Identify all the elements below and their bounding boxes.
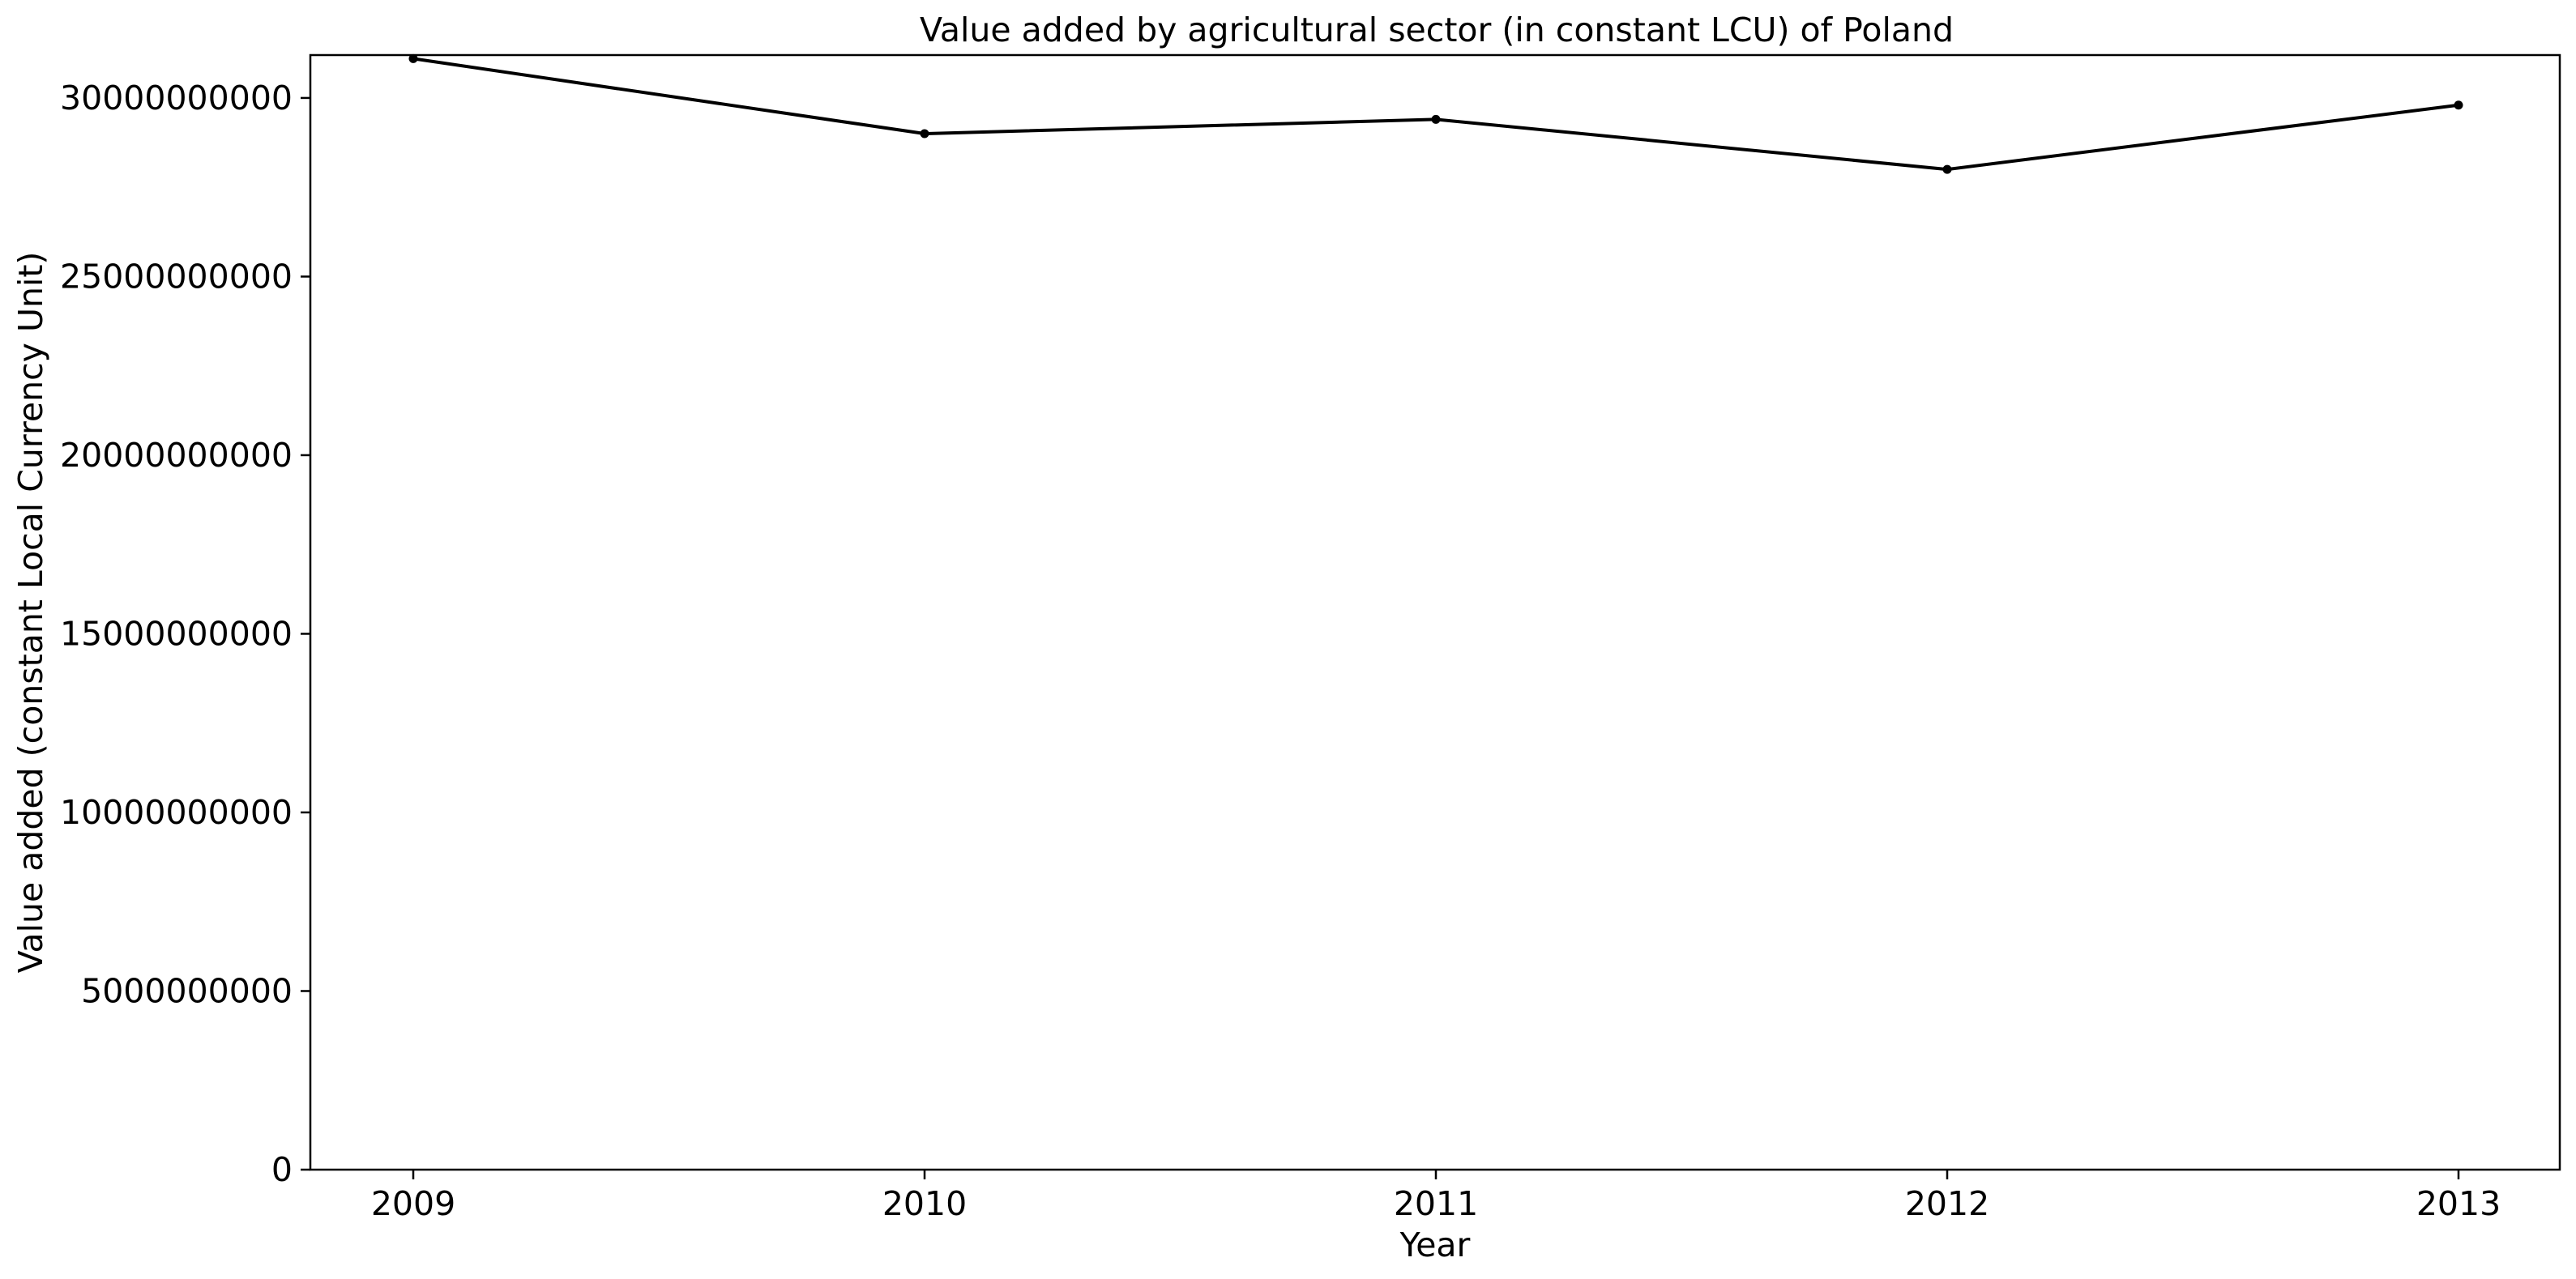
y-tick-label: 5000000000 <box>81 971 293 1010</box>
y-tick-label: 20000000000 <box>60 436 293 475</box>
y-axis-label: Value added (constant Local Currency Uni… <box>11 252 50 974</box>
x-tick-label: 2011 <box>1394 1184 1478 1223</box>
y-tick-label: 10000000000 <box>60 793 293 832</box>
x-tick-label: 2013 <box>2416 1184 2501 1223</box>
chart-title: Value added by agricultural sector (in c… <box>920 11 1954 49</box>
series-line <box>412 57 2459 172</box>
y-axis: 0 5000000000 10000000000 15000000000 2000000… <box>60 79 310 1189</box>
y-tick-label: 0 <box>271 1150 293 1189</box>
x-tick-label: 2010 <box>882 1184 967 1223</box>
data-point <box>1431 114 1441 124</box>
y-tick-label: 30000000000 <box>60 79 293 117</box>
data-point <box>1942 164 1952 174</box>
y-tick-label: 15000000000 <box>60 614 293 653</box>
y-tick-label: 25000000000 <box>60 257 293 296</box>
data-point <box>2454 100 2463 110</box>
x-tick-label: 2009 <box>371 1184 455 1223</box>
x-tick-label: 2012 <box>1905 1184 1989 1223</box>
series-layer <box>408 53 2463 174</box>
data-point <box>920 129 929 139</box>
x-axis-label: Year <box>1399 1226 1471 1264</box>
data-point <box>408 53 418 63</box>
plot-area <box>309 53 2561 1171</box>
x-axis: 2009 2010 2011 2012 2013 <box>371 1170 2501 1223</box>
